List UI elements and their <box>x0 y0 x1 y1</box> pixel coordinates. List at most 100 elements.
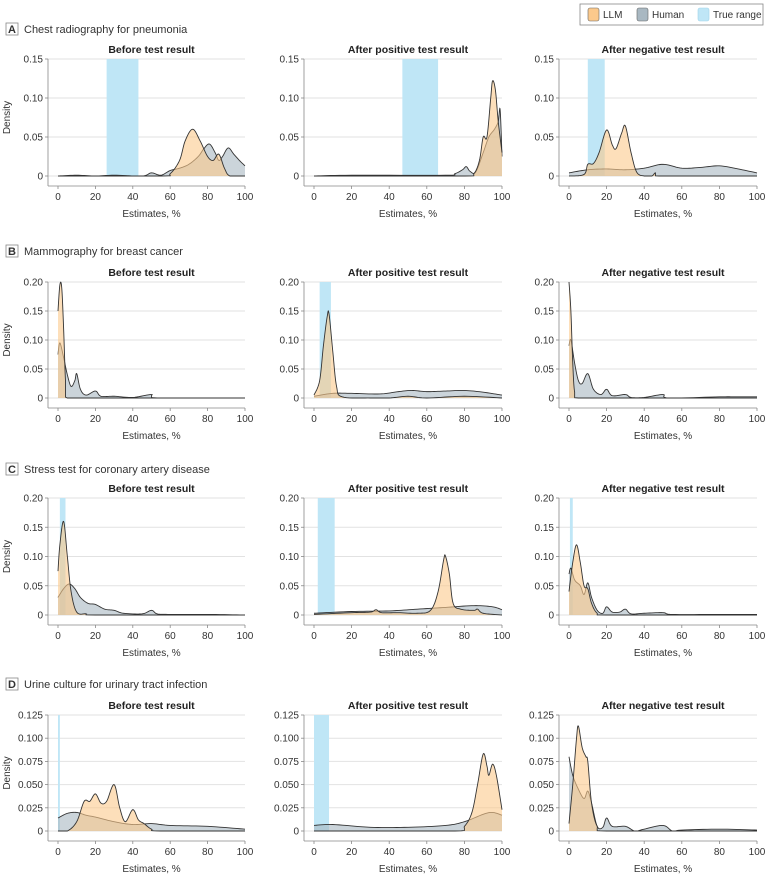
x-tick-label: 20 <box>90 192 102 203</box>
panel-title: After positive test result <box>348 700 469 712</box>
x-tick-label: 80 <box>459 192 471 203</box>
y-tick-label: 0.10 <box>280 552 300 563</box>
llm-density-area <box>314 310 502 398</box>
y-tick-label: 0.15 <box>280 55 300 66</box>
llm-density-area <box>569 544 757 615</box>
x-tick-label: 100 <box>494 192 511 203</box>
section-title: Chest radiography for pneumonia <box>24 24 188 36</box>
x-tick-label: 0 <box>566 847 572 858</box>
x-tick-label: 80 <box>714 847 726 858</box>
y-tick-label: 0 <box>293 611 299 622</box>
y-tick-label: 0.125 <box>274 711 299 722</box>
panel-a-1: A Chest radiography for pneumonia Density B… <box>2 22 254 220</box>
x-tick-label: 80 <box>202 631 214 642</box>
y-tick-label: 0 <box>37 394 43 405</box>
panel-a-3: After negative test result 0 0.05 0.10 0.15 0… <box>535 44 766 220</box>
llm-density-line <box>568 281 757 399</box>
human-density-area <box>58 342 245 398</box>
y-tick-label: 0.20 <box>24 278 44 289</box>
true-range-band <box>314 715 330 831</box>
human-density-area <box>569 756 757 831</box>
true-range-band <box>569 498 573 615</box>
x-tick-label: 100 <box>749 631 766 642</box>
y-tick-label: 0.05 <box>280 581 300 592</box>
y-tick-label: 0.05 <box>280 365 300 376</box>
y-tick-label: 0.025 <box>274 803 299 814</box>
panel-c-1: C Stress test for coronary artery disease… <box>2 462 254 659</box>
x-tick-label: 40 <box>639 631 651 642</box>
x-tick-label: 40 <box>384 631 396 642</box>
y-tick-label: 0.05 <box>24 133 44 144</box>
human-density-line <box>57 583 246 616</box>
panel-title: After positive test result <box>348 267 469 279</box>
x-tick-label: 80 <box>202 847 214 858</box>
panel-d-3: After negative test result 0 0.025 0.050 0.0… <box>529 700 766 875</box>
y-tick-label: 0.025 <box>529 803 554 814</box>
x-tick-label: 60 <box>165 847 177 858</box>
y-tick-label: 0.10 <box>280 336 300 347</box>
x-tick-label: 40 <box>384 192 396 203</box>
x-tick-label: 20 <box>346 192 358 203</box>
y-tick-label: 0 <box>37 827 43 838</box>
y-tick-label: 0 <box>293 827 299 838</box>
llm-density-line <box>57 281 245 399</box>
y-tick-label: 0.100 <box>274 734 299 745</box>
y-tick-label: 0.20 <box>24 494 44 505</box>
x-tick-label: 40 <box>384 847 396 858</box>
x-tick-label: 20 <box>346 847 358 858</box>
x-tick-label: 100 <box>237 847 254 858</box>
y-tick-label: 0 <box>548 394 554 405</box>
llm-density-line <box>314 752 503 832</box>
x-tick-label: 80 <box>202 414 214 425</box>
y-tick-label: 0.100 <box>529 734 554 745</box>
legend-swatch-llm <box>587 7 600 22</box>
section-letter: C <box>8 464 16 476</box>
x-tick-label: 0 <box>311 414 317 425</box>
section-title: Stress test for coronary artery disease <box>24 464 210 476</box>
llm-density-area <box>58 129 245 176</box>
y-tick-label: 0.10 <box>280 94 300 105</box>
y-tick-label: 0 <box>548 827 554 838</box>
panel-d-2: After positive test result 0 0.025 0.050 0.0… <box>274 700 511 875</box>
x-axis-label: Estimates, % <box>122 209 180 220</box>
y-tick-label: 0.15 <box>535 55 555 66</box>
x-tick-label: 100 <box>494 847 511 858</box>
x-tick-label: 60 <box>676 414 688 425</box>
llm-density-line <box>568 725 757 832</box>
panel-title: After negative test result <box>601 267 725 279</box>
x-axis-label: Estimates, % <box>122 648 180 659</box>
x-tick-label: 40 <box>639 414 651 425</box>
llm-density-area <box>569 125 757 176</box>
y-tick-label: 0.050 <box>18 780 43 791</box>
true-range-band <box>317 498 335 615</box>
x-tick-label: 80 <box>714 414 726 425</box>
y-tick-label: 0.20 <box>280 494 300 505</box>
llm-density-line <box>313 310 503 399</box>
x-tick-label: 20 <box>601 847 613 858</box>
section-letter-box <box>5 22 19 36</box>
llm-density-line <box>58 784 245 832</box>
x-tick-label: 80 <box>459 414 471 425</box>
x-tick-label: 20 <box>601 192 613 203</box>
x-tick-label: 0 <box>55 414 61 425</box>
y-tick-label: 0.15 <box>24 523 44 534</box>
section-letter: D <box>8 679 16 691</box>
x-tick-label: 80 <box>714 192 726 203</box>
y-axis-label: Density <box>2 101 13 134</box>
x-tick-label: 0 <box>566 631 572 642</box>
y-tick-label: 0.10 <box>535 336 555 347</box>
panel-title: After positive test result <box>348 483 469 495</box>
x-tick-label: 40 <box>127 414 139 425</box>
y-axis-label: Density <box>2 323 13 356</box>
panel-d-1: D Urine culture for urinary tract infecti… <box>2 677 254 875</box>
x-tick-label: 0 <box>566 414 572 425</box>
y-tick-label: 0.075 <box>18 757 43 768</box>
x-tick-label: 20 <box>90 847 102 858</box>
x-axis-label: Estimates, % <box>379 864 437 875</box>
y-tick-label: 0.15 <box>535 307 555 318</box>
x-tick-label: 0 <box>311 847 317 858</box>
y-tick-label: 0.025 <box>18 803 43 814</box>
llm-density-area <box>58 784 245 831</box>
x-axis-label: Estimates, % <box>634 648 692 659</box>
panel-c-3: After negative test result 0 0.05 0.10 0.15 0… <box>535 483 766 659</box>
